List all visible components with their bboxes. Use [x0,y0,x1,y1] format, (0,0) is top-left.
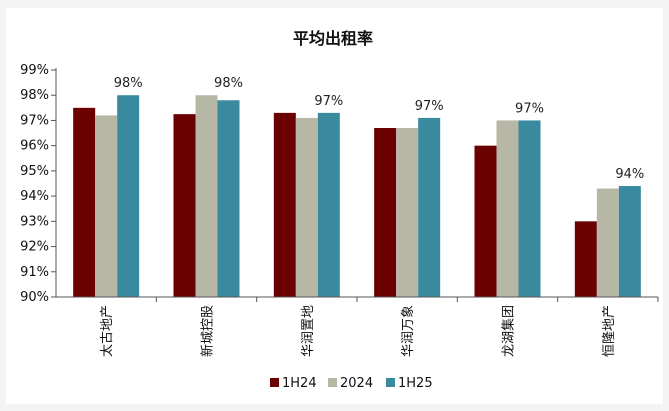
chart-title: 平均出租率 [293,29,373,48]
chart-frame: 平均出租率 90% 91% 92% 93% 94% 95% 96% 97% 98% 99% 98%… [6,8,663,404]
y-tick-label: 97% [20,113,49,128]
bar-2024-2 [295,117,318,297]
category-label: 华润万象 [401,305,416,357]
bar-1H25-5 [618,186,641,297]
category-label: 新城控股 [200,305,216,357]
legend-swatch-1H24 [270,378,279,387]
bar-1H24-2 [273,112,296,297]
y-tick-label: 93% [20,214,49,229]
data-label: 97% [515,101,544,116]
axes [55,68,659,302]
bar-1H25-4 [518,120,541,297]
bar-1H24-5 [574,221,597,297]
bar-1H24-4 [474,145,497,297]
bar-1H25-0 [117,95,140,297]
bar-2024-5 [596,188,619,297]
y-tick-label: 91% [20,265,49,280]
y-tick-label: 98% [20,88,49,103]
legend: 1H24 2024 1H25 [270,376,433,391]
bar-2024-3 [396,128,419,297]
chart: 平均出租率 90% 91% 92% 93% 94% 95% 96% 97% 98% 99% 98%… [20,29,659,391]
category-label: 龙湖集团 [501,305,517,357]
data-label: 98% [214,76,243,91]
legend-swatch-2024 [328,378,337,387]
bar-2024-1 [195,95,218,297]
bar-2024-0 [95,115,118,298]
legend-label: 1H24 [282,376,317,391]
y-tick-label: 95% [20,164,49,179]
bar-1H25-2 [317,112,340,297]
bar-1H24-0 [73,107,96,297]
data-label: 97% [415,99,444,114]
x-axis-categories: 太古地产 新城控股 华润置地 华润万象 龙湖集团 恒隆地产 [100,305,617,357]
y-axis-ticks: 90% 91% 92% 93% 94% 95% 96% 97% 98% 99% [20,63,56,305]
category-label: 华润置地 [301,305,316,357]
legend-label: 2024 [340,376,373,391]
y-tick-label: 99% [20,63,49,78]
bar-1H25-1 [217,100,240,298]
category-label: 恒隆地产 [602,305,617,357]
bars [73,95,641,298]
y-tick-label: 90% [20,290,49,305]
legend-label: 1H25 [398,376,433,391]
data-label: 97% [314,94,343,109]
bar-2024-4 [496,120,519,297]
y-tick-label: 92% [20,240,49,255]
data-labels: 98% 98% 97% 97% 97% 94% [114,76,645,182]
data-label: 94% [615,167,644,182]
y-tick-label: 96% [20,139,49,154]
data-label: 98% [114,76,143,91]
category-label: 太古地产 [100,305,115,357]
bar-1H24-1 [173,114,196,297]
bar-1H25-3 [418,117,441,297]
bar-1H24-3 [374,128,397,297]
y-tick-label: 94% [20,189,49,204]
legend-swatch-1H25 [386,378,395,387]
